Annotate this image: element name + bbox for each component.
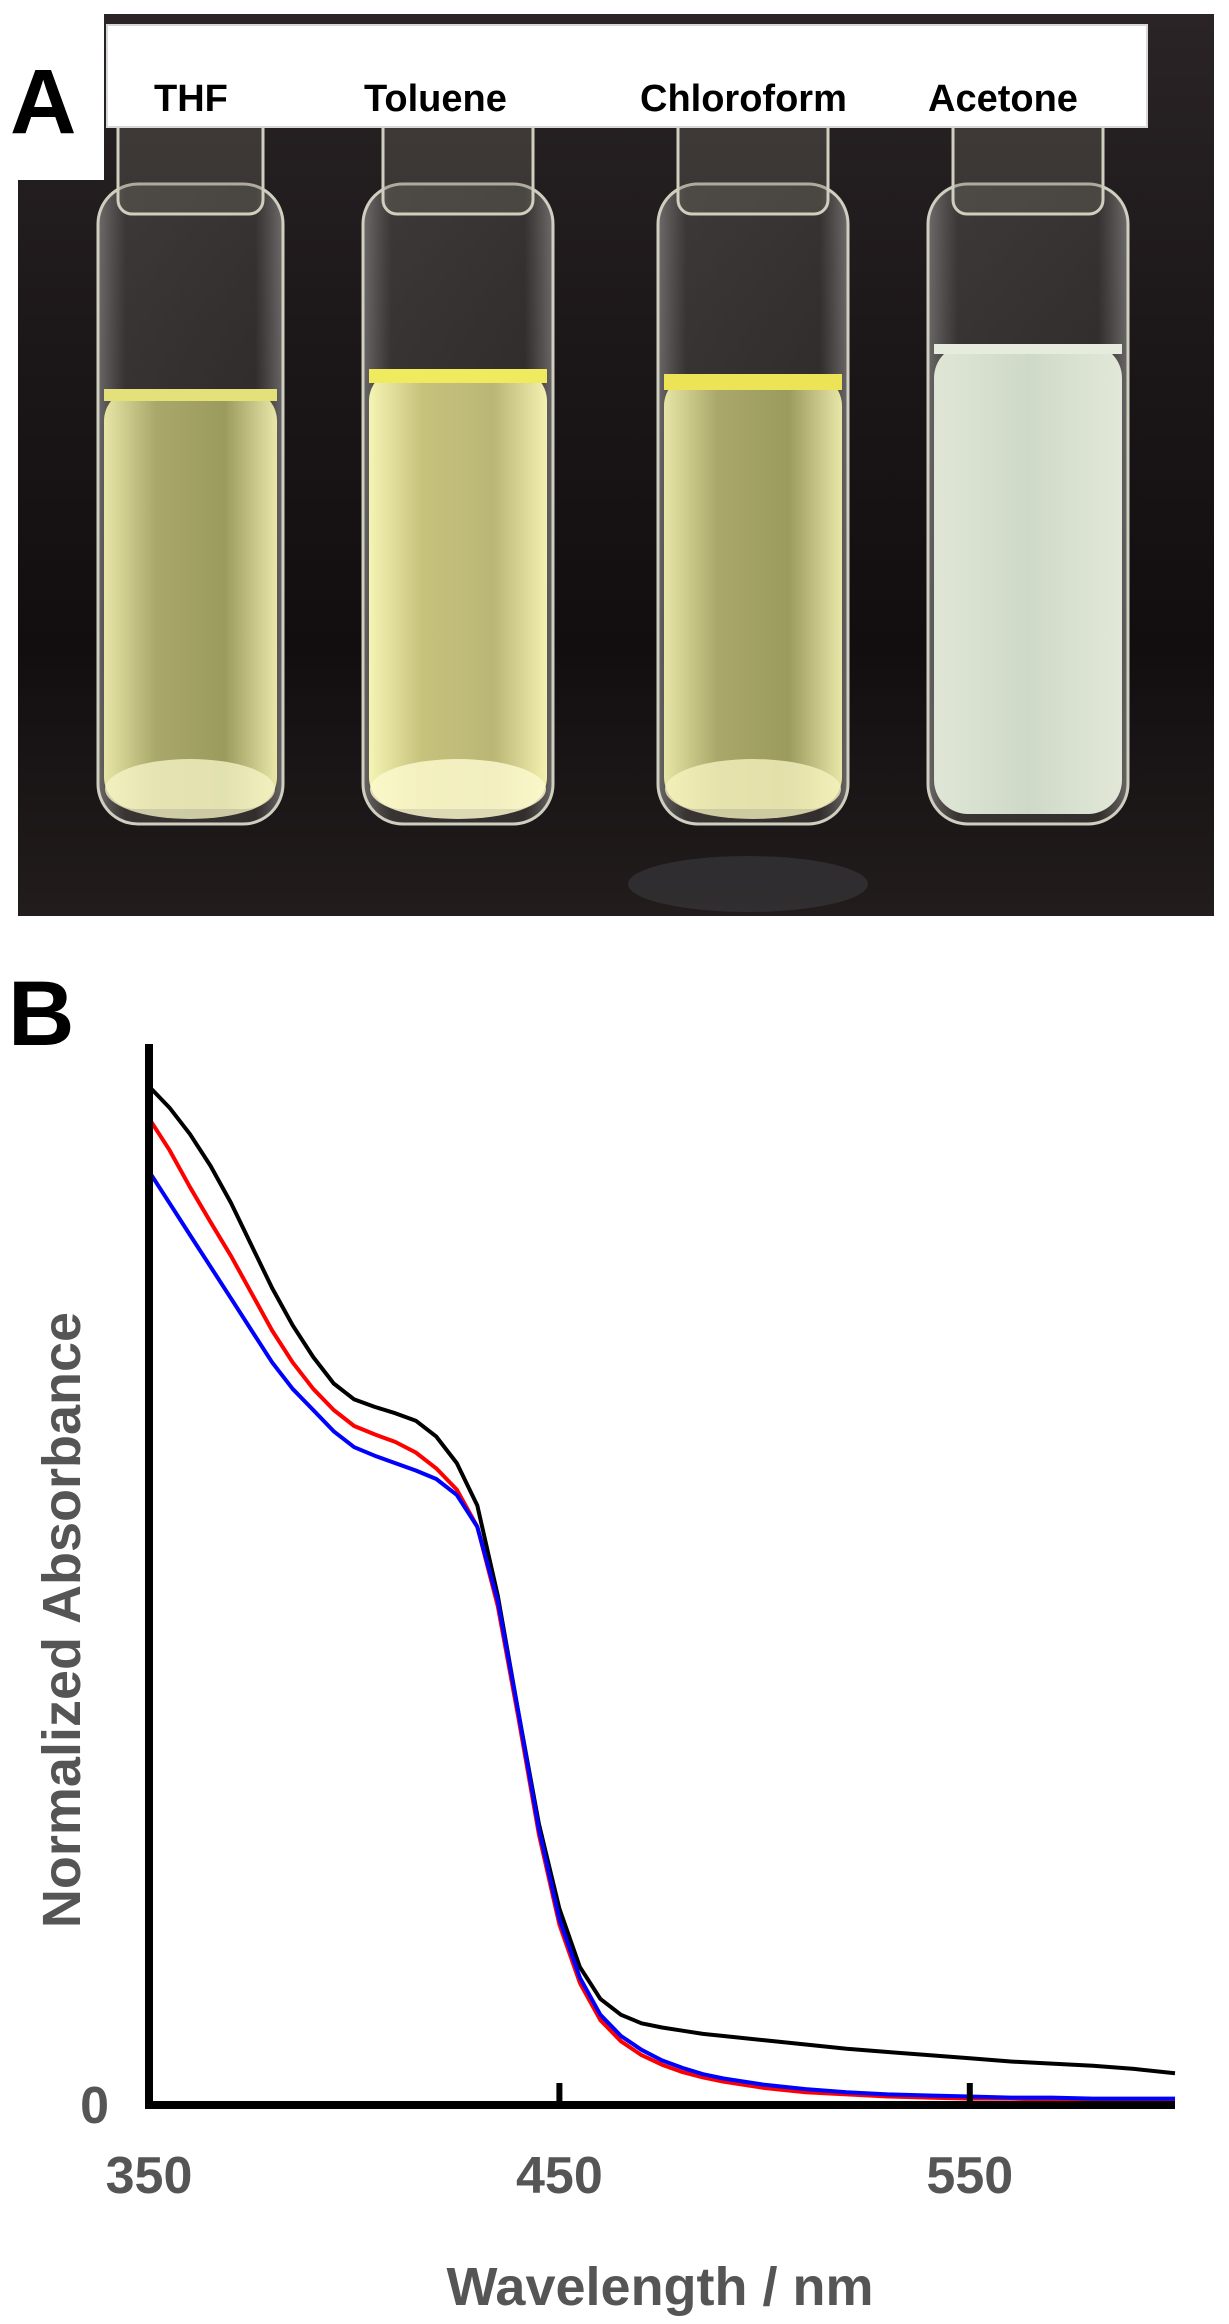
x-axis-title: Wavelength / nm xyxy=(446,2257,873,2317)
y-tick-label-0: 0 xyxy=(80,2077,109,2135)
x-tick-label-1: 450 xyxy=(516,2147,603,2205)
solvent-label-chloroform: Chloroform xyxy=(640,78,847,120)
series-line-1 xyxy=(147,1085,1176,2076)
series-line-2 xyxy=(147,1117,1175,2102)
panel-a-letter-background xyxy=(0,0,104,180)
series-line-3 xyxy=(147,1170,1175,2101)
panel-a-letter: A xyxy=(10,51,77,153)
solvent-label-strip: THF Toluene Chloroform Acetone xyxy=(106,24,1148,128)
plot-lines xyxy=(147,1085,1176,2102)
x-tick-label-0: 350 xyxy=(106,2147,193,2205)
panel-b-letter: B xyxy=(8,963,75,1065)
x-tick-label-2: 550 xyxy=(926,2147,1013,2205)
vial-toluene xyxy=(361,112,555,826)
vial-acetone xyxy=(926,112,1130,826)
y-axis-title: Normalized Absorbance xyxy=(32,1312,92,1928)
vial-thf xyxy=(96,112,285,826)
vials-photo-drawing xyxy=(96,112,1130,912)
vial-chloroform xyxy=(656,112,850,826)
solvent-label-acetone: Acetone xyxy=(928,78,1078,120)
solvent-label-toluene: Toluene xyxy=(364,78,507,120)
x-axis-ticks xyxy=(146,2083,973,2105)
absorbance-chart: 350 450 550 0 Wavelength / nm Normalized Ab… xyxy=(32,1044,1176,2317)
solvent-label-thf: THF xyxy=(154,78,228,120)
tick-labels: 350 450 550 0 xyxy=(80,2077,1013,2205)
vials-photo xyxy=(18,14,1214,916)
